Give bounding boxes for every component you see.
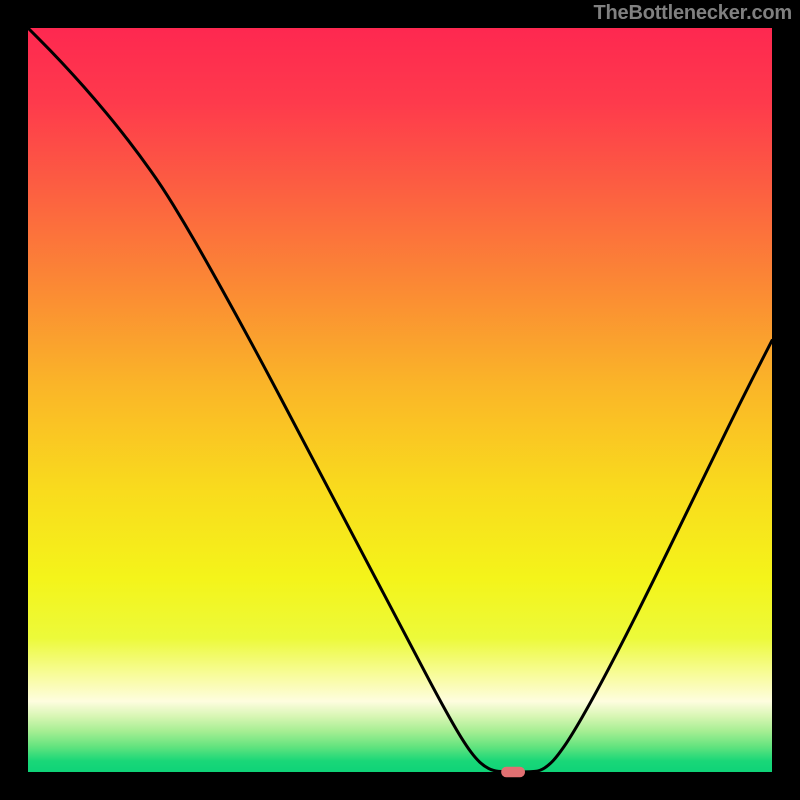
- chart-container: TheBottlenecker.com: [0, 0, 800, 800]
- plot-gradient: [28, 28, 772, 772]
- watermark-label: TheBottlenecker.com: [594, 2, 793, 25]
- bottleneck-marker: [501, 767, 525, 777]
- chart-svg: [0, 0, 800, 800]
